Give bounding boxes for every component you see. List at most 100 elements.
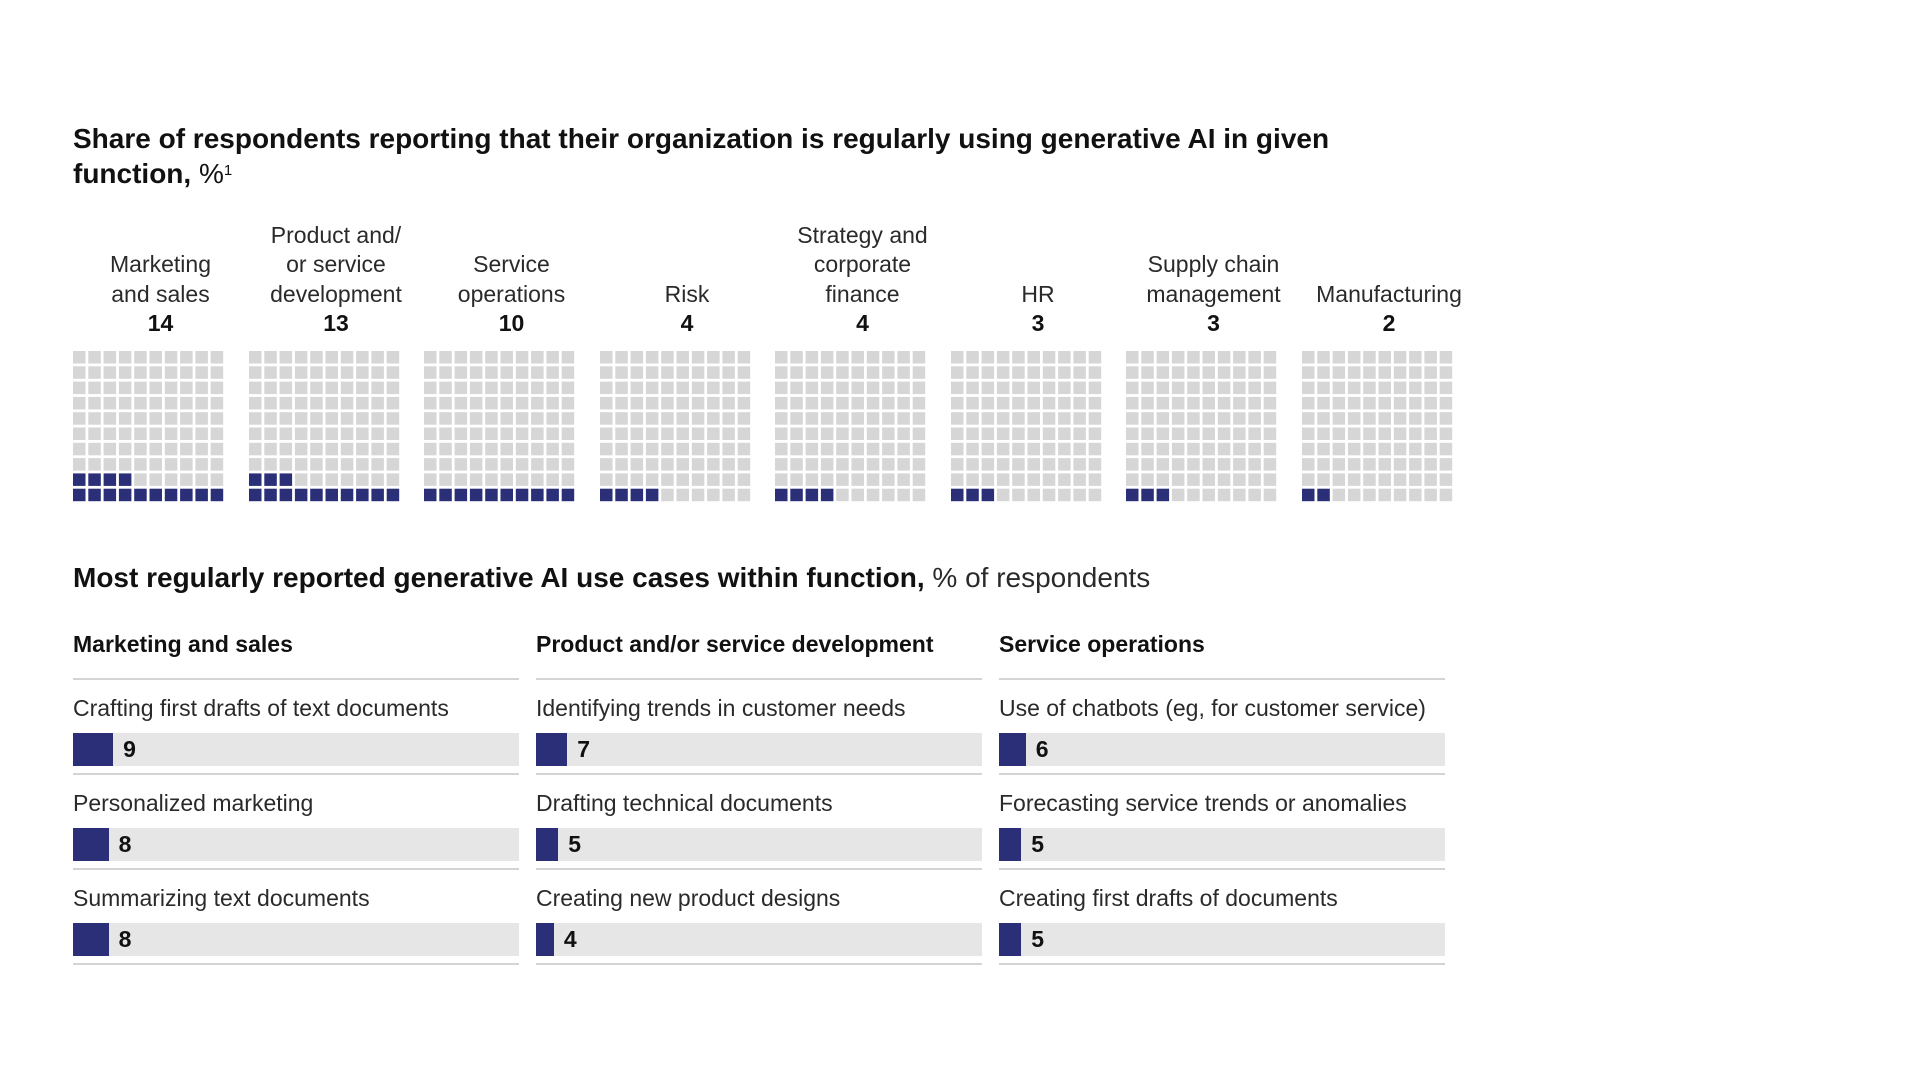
bar-track: 5 <box>536 828 982 861</box>
waffle-cell-empty <box>790 351 803 364</box>
use-case-label: Summarizing text documents <box>73 885 370 911</box>
waffle-cell-empty <box>1042 488 1055 502</box>
waffle-cell-empty <box>1217 458 1231 471</box>
waffle-cell-empty <box>912 396 926 410</box>
waffle-cell-empty <box>210 351 224 364</box>
waffle-cell-empty <box>1332 427 1345 440</box>
waffle-cell-empty <box>325 381 338 395</box>
waffle-cell-filled <box>1316 488 1330 502</box>
waffle-cell-filled <box>88 488 101 502</box>
bar-track: 5 <box>999 828 1445 861</box>
waffle-cell-empty <box>279 351 292 364</box>
waffle-cell-empty <box>164 396 178 410</box>
waffle-column: Marketing and sales 14 <box>73 220 248 502</box>
waffle-cell-empty <box>1027 442 1040 456</box>
bar-value-label: 5 <box>1031 926 1045 952</box>
waffle-cell-filled <box>279 473 292 486</box>
waffle-cell-empty <box>515 442 529 456</box>
waffle-cell-empty <box>1072 442 1086 456</box>
waffle-cell-empty <box>836 427 849 440</box>
waffle-cell-empty <box>1042 442 1055 456</box>
waffle-cell-empty <box>195 473 208 486</box>
waffle-cell-empty <box>340 412 353 425</box>
waffle-cell-empty <box>294 351 307 364</box>
waffle-cell-empty <box>1011 458 1025 471</box>
chart-title-text: Share of respondents reporting that thei… <box>73 123 1330 189</box>
waffle-cell-empty <box>981 396 994 410</box>
waffle-cell-empty <box>866 351 880 364</box>
waffle-cell-empty <box>309 396 323 410</box>
waffle-cell-filled <box>1141 488 1154 502</box>
waffle-cell-empty <box>1301 442 1314 456</box>
waffle-cell-empty <box>180 412 193 425</box>
waffle-cell-empty <box>836 458 849 471</box>
waffle-cell-empty <box>248 427 261 440</box>
waffle-cell-empty <box>820 427 834 440</box>
waffle-cell-empty <box>561 351 575 364</box>
waffle-cell-empty <box>614 412 628 425</box>
waffle-cell-empty <box>1263 412 1277 425</box>
use-case-label: Personalized marketing <box>73 790 314 816</box>
waffle-cell-empty <box>1171 427 1185 440</box>
waffle-cell-empty <box>1439 351 1452 364</box>
waffle-cell-empty <box>630 412 643 425</box>
waffle-cell-empty <box>1378 412 1391 425</box>
waffle-cell-empty <box>279 396 292 410</box>
waffle-cell-empty <box>180 427 193 440</box>
waffle-cell-empty <box>1347 473 1360 486</box>
waffle-cell-empty <box>897 366 910 379</box>
waffle-cell-empty <box>1057 351 1071 364</box>
waffle-cell-empty <box>1057 366 1071 379</box>
function-value: 4 <box>680 310 694 336</box>
waffle-cell-empty <box>485 412 498 425</box>
waffle-cell-empty <box>1362 351 1376 364</box>
waffle-cell-empty <box>195 458 208 471</box>
waffle-cell-empty <box>454 381 468 395</box>
waffle-cell-empty <box>355 473 369 486</box>
waffle-cell-empty <box>515 351 529 364</box>
waffle-cell-empty <box>630 473 643 486</box>
waffle-cell-empty <box>1332 366 1345 379</box>
waffle-cell-empty <box>439 396 452 410</box>
waffle-cell-empty <box>325 396 338 410</box>
waffle-cell-empty <box>1156 442 1170 456</box>
waffle-cell-empty <box>454 396 468 410</box>
waffle-cell-empty <box>1126 412 1139 425</box>
waffle-cell-empty <box>424 351 437 364</box>
waffle-cell-empty <box>386 396 399 410</box>
waffle-cell-empty <box>88 396 101 410</box>
function-value: 14 <box>147 310 174 336</box>
bar-fill <box>73 828 109 861</box>
waffle-cell-filled <box>118 473 132 486</box>
bar-fill <box>536 923 554 956</box>
waffle-cell-empty <box>676 351 689 364</box>
waffle-cell-empty <box>996 442 1009 456</box>
waffle-cell-empty <box>1042 412 1055 425</box>
waffle-cell-empty <box>836 396 849 410</box>
waffle-cell-empty <box>248 442 261 456</box>
waffle-cell-empty <box>1126 427 1139 440</box>
waffle-cell-filled <box>805 488 819 502</box>
waffle-cell-empty <box>950 381 963 395</box>
waffle-cell-empty <box>897 381 910 395</box>
function-label: Risk <box>664 280 710 307</box>
waffle-cell-empty <box>439 381 452 395</box>
waffle-cell-empty <box>1057 488 1071 502</box>
waffle-cell-empty <box>1233 396 1246 410</box>
waffle-cell-empty <box>1027 351 1040 364</box>
waffle-cell-empty <box>965 412 979 425</box>
waffle-cell-empty <box>660 473 674 486</box>
waffle-cell-empty <box>294 412 307 425</box>
waffle-cell-empty <box>1057 412 1071 425</box>
waffle-cell-empty <box>263 412 277 425</box>
waffle-cell-empty <box>1126 351 1139 364</box>
waffle-cell-empty <box>721 488 735 502</box>
bar-track: 5 <box>999 923 1445 956</box>
waffle-cell-empty <box>1423 427 1437 440</box>
waffle-cell-empty <box>180 381 193 395</box>
waffle-cell-empty <box>660 351 674 364</box>
bar-fill <box>73 923 109 956</box>
waffle-cell-empty <box>469 381 483 395</box>
waffle-cell-empty <box>996 427 1009 440</box>
waffle-cell-empty <box>1072 412 1086 425</box>
